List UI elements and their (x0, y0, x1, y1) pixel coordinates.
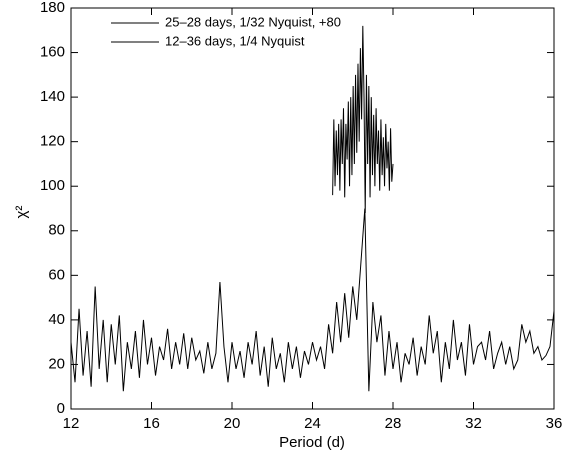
y-tick-label: 60 (48, 266, 65, 283)
x-tick-label: 28 (385, 415, 402, 432)
legend-label: 25–28 days, 1/32 Nyquist, +80 (165, 14, 341, 29)
y-tick-label: 160 (40, 44, 65, 61)
x-axis-label: Period (d) (279, 434, 345, 451)
y-tick-label: 120 (40, 133, 65, 150)
plot-frame (70, 7, 555, 410)
x-tick-label: 12 (63, 415, 80, 432)
y-tick-label: 0 (57, 400, 65, 417)
x-tick-label: 20 (224, 415, 241, 432)
y-tick-label: 140 (40, 88, 65, 105)
series-line (332, 25, 394, 213)
y-tick-label: 80 (48, 222, 65, 239)
y-tick-label: 180 (40, 0, 65, 16)
legend-label: 12–36 days, 1/4 Nyquist (165, 33, 305, 48)
x-tick-label: 36 (546, 415, 563, 432)
series-line (70, 208, 555, 392)
y-tick-label: 20 (48, 355, 65, 372)
x-tick-label: 24 (304, 415, 321, 432)
y-tick-label: 40 (48, 311, 65, 328)
y-tick-label: 100 (40, 177, 65, 194)
x-tick-label: 32 (465, 415, 482, 432)
x-tick-label: 16 (143, 415, 160, 432)
y-axis-label: χ² (13, 206, 30, 219)
